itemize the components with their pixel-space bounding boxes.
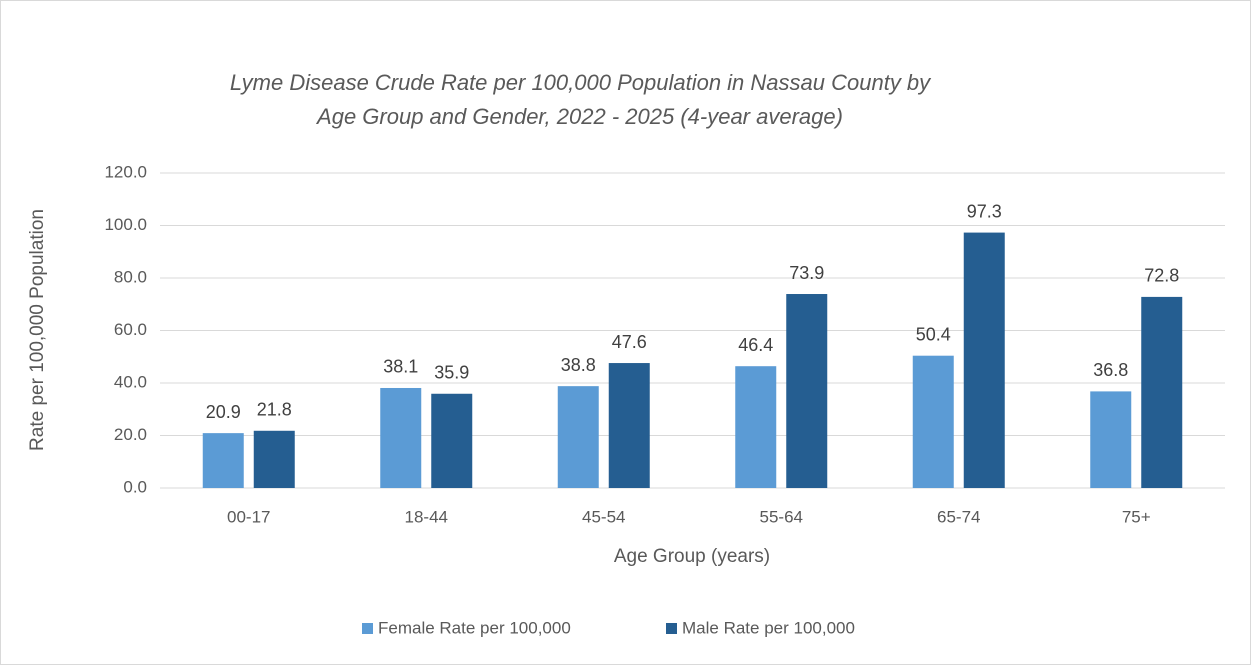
legend-swatch xyxy=(362,623,373,634)
bar xyxy=(253,430,295,488)
bar xyxy=(557,386,599,488)
y-tick-label: 100.0 xyxy=(104,215,147,234)
value-label: 20.9 xyxy=(206,402,241,422)
x-tick-label: 75+ xyxy=(1122,507,1151,526)
bar xyxy=(912,355,954,488)
x-tick-label: 55-64 xyxy=(760,507,803,526)
value-label: 36.8 xyxy=(1093,360,1128,380)
chart-title: Age Group and Gender, 2022 - 2025 (4-yea… xyxy=(315,104,843,129)
legend-label: Male Rate per 100,000 xyxy=(682,618,855,637)
bar xyxy=(431,393,473,488)
value-label: 73.9 xyxy=(789,263,824,283)
bar xyxy=(963,232,1005,488)
value-label: 47.6 xyxy=(612,332,647,352)
bar xyxy=(786,294,828,488)
value-label: 35.9 xyxy=(434,363,469,383)
chart-title: Lyme Disease Crude Rate per 100,000 Popu… xyxy=(230,70,932,95)
bar xyxy=(380,387,422,488)
y-tick-label: 40.0 xyxy=(114,372,147,391)
bar xyxy=(202,433,244,488)
x-tick-label: 45-54 xyxy=(582,507,625,526)
bar xyxy=(1090,391,1132,488)
value-label: 38.8 xyxy=(561,355,596,375)
value-label: 50.4 xyxy=(916,324,951,344)
x-tick-label: 18-44 xyxy=(405,507,448,526)
value-label: 97.3 xyxy=(967,201,1002,221)
legend-label: Female Rate per 100,000 xyxy=(378,618,571,637)
bar xyxy=(735,366,777,488)
y-tick-label: 20.0 xyxy=(114,425,147,444)
x-tick-label: 00-17 xyxy=(227,507,270,526)
y-tick-label: 60.0 xyxy=(114,320,147,339)
y-tick-label: 80.0 xyxy=(114,267,147,286)
value-label: 72.8 xyxy=(1144,266,1179,286)
y-axis-title: Rate per 100,000 Population xyxy=(27,209,48,451)
bar xyxy=(1141,296,1183,488)
legend-swatch xyxy=(666,623,677,634)
x-axis-title: Age Group (years) xyxy=(614,546,770,567)
bar xyxy=(608,363,650,488)
y-tick-label: 0.0 xyxy=(123,477,147,496)
x-tick-label: 65-74 xyxy=(937,507,980,526)
value-label: 38.1 xyxy=(383,357,418,377)
value-label: 21.8 xyxy=(257,400,292,420)
value-label: 46.4 xyxy=(738,335,773,355)
y-tick-label: 120.0 xyxy=(104,162,147,181)
